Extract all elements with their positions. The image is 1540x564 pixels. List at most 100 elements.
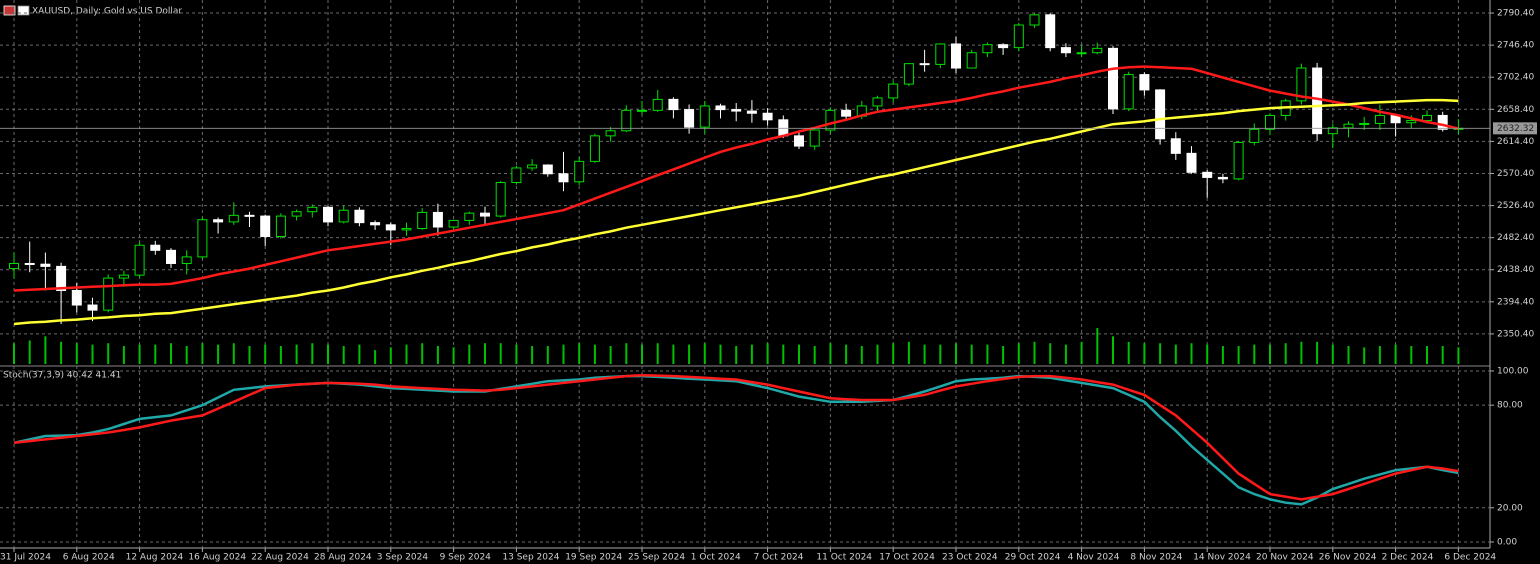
indicator-title: Stoch(37,3,9) 40.42 41.41 xyxy=(3,371,121,381)
x-tick-label: 1 Oct 2024 xyxy=(691,553,741,563)
candle-body xyxy=(1343,123,1354,129)
x-tick-label: 11 Oct 2024 xyxy=(816,553,872,563)
current-price-box xyxy=(1493,122,1537,135)
candle-body xyxy=(746,110,757,114)
x-tick-label: 7 Oct 2024 xyxy=(754,553,804,563)
symbol-icon xyxy=(3,5,16,16)
candle-body xyxy=(385,224,396,231)
x-tick-label: 3 Sep 2024 xyxy=(377,553,429,563)
candle-body xyxy=(684,109,695,128)
candle-body xyxy=(1437,114,1448,130)
x-tick-label: 13 Sep 2024 xyxy=(502,553,559,563)
candle-body xyxy=(401,227,412,231)
candle-body xyxy=(181,256,192,264)
candle-body xyxy=(1108,47,1118,110)
x-tick-label: 6 Dec 2024 xyxy=(1444,553,1496,563)
candle-body xyxy=(621,109,632,132)
candle-body xyxy=(213,219,224,223)
candle-body xyxy=(1060,47,1071,54)
candle-body xyxy=(1217,176,1228,180)
x-tick-label: 20 Nov 2024 xyxy=(1256,553,1314,563)
candle-body xyxy=(919,63,930,66)
y-tick-label: 2350.40 xyxy=(1497,329,1534,339)
candle-body xyxy=(1296,67,1307,102)
mark-layer xyxy=(0,13,1490,506)
moving-average-line xyxy=(13,65,1459,292)
x-tick-label: 26 Nov 2024 xyxy=(1319,553,1377,563)
candle-body xyxy=(1233,141,1244,180)
candle-body xyxy=(134,244,145,276)
candle-body xyxy=(480,212,490,217)
candle-body xyxy=(71,289,82,306)
x-tick-label: 22 Aug 2024 xyxy=(251,553,309,563)
candle-body xyxy=(1186,152,1197,173)
y-tick-label: 2482.40 xyxy=(1497,233,1534,243)
y-tick-label: 2702.40 xyxy=(1497,73,1534,83)
chart-title: XAUUSD, Daily: Gold vs US Dollar xyxy=(32,7,182,17)
x-tick-label: 25 Sep 2024 xyxy=(628,553,685,563)
candle-body xyxy=(228,214,239,223)
candle-body xyxy=(794,135,804,147)
candle-body xyxy=(998,44,1009,49)
candle-body xyxy=(118,274,129,279)
candle-body xyxy=(1045,14,1056,49)
candle-body xyxy=(574,160,585,183)
x-tick-label: 6 Aug 2024 xyxy=(63,553,115,563)
candle-body xyxy=(527,164,538,169)
x-tick-label: 16 Aug 2024 xyxy=(188,553,246,563)
candle-body xyxy=(809,129,820,147)
candle-body xyxy=(1013,24,1024,49)
candle-body xyxy=(103,277,114,311)
candle-body xyxy=(9,262,19,270)
candle-body xyxy=(448,219,459,228)
candle-body xyxy=(24,262,35,265)
x-tick-label: 31 Jul 2024 xyxy=(0,553,51,563)
y-tick-label: 2790.40 xyxy=(1497,9,1534,19)
candle-body xyxy=(1092,47,1103,54)
x-tick-label: 9 Sep 2024 xyxy=(440,553,492,563)
candle-body xyxy=(323,206,333,223)
y-tick-label: 2394.40 xyxy=(1497,297,1534,307)
x-tick-label: 14 Nov 2024 xyxy=(1193,553,1251,563)
candle-body xyxy=(166,249,176,264)
candle-body xyxy=(841,109,852,117)
moving-average-line xyxy=(13,98,1459,326)
candle-body xyxy=(1265,114,1275,130)
candle-body xyxy=(260,215,271,237)
candle-body xyxy=(511,167,522,184)
candle-body xyxy=(778,119,789,137)
y-tick-label: 2658.40 xyxy=(1497,105,1534,115)
candle-body xyxy=(935,43,946,65)
candle-body xyxy=(1327,127,1338,135)
candle-body xyxy=(951,43,961,69)
y-tick-label: 80.00 xyxy=(1497,401,1523,411)
candle-body xyxy=(370,222,381,226)
candle-body xyxy=(699,105,710,128)
candle-body xyxy=(1374,114,1385,124)
candle-body xyxy=(872,97,883,107)
candle-body xyxy=(668,98,679,111)
oscillator-line xyxy=(13,374,1459,506)
candle-body xyxy=(966,52,977,69)
oscillator-line xyxy=(13,373,1459,501)
x-tick-label: 28 Aug 2024 xyxy=(314,553,372,563)
candle-body xyxy=(652,98,663,111)
candle-body xyxy=(731,109,742,112)
current-price-label: 2632.32 xyxy=(1497,124,1534,134)
x-tick-label: 19 Sep 2024 xyxy=(565,553,622,563)
candle-body xyxy=(40,263,51,267)
y-tick-label: 100.00 xyxy=(1497,366,1529,376)
x-tick-label: 4 Nov 2024 xyxy=(1068,553,1120,563)
candle-body xyxy=(244,214,255,217)
candle-body xyxy=(605,130,616,137)
y-tick-label: 2746.40 xyxy=(1497,41,1534,51)
x-tick-label: 12 Aug 2024 xyxy=(126,553,184,563)
candle-body xyxy=(1155,89,1166,140)
candle-body xyxy=(56,265,67,291)
y-tick-label: 0.00 xyxy=(1497,538,1517,548)
chart-icon xyxy=(17,5,30,16)
x-tick-label: 2 Dec 2024 xyxy=(1382,553,1434,563)
candle-body xyxy=(432,211,443,228)
